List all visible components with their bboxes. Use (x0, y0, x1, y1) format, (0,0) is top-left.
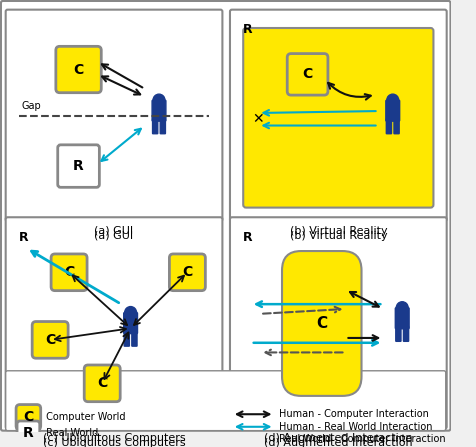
Text: (c) Ubiquitous Computers: (c) Ubiquitous Computers (43, 439, 185, 447)
FancyBboxPatch shape (395, 308, 408, 329)
Text: (b) Virtual Reality: (b) Virtual Reality (289, 231, 387, 241)
Circle shape (396, 302, 407, 314)
Text: Human - Computer Interaction: Human - Computer Interaction (278, 409, 428, 419)
Text: Human - Real World Interaction: Human - Real World Interaction (278, 422, 432, 432)
FancyBboxPatch shape (32, 321, 68, 358)
FancyBboxPatch shape (160, 119, 165, 134)
FancyBboxPatch shape (395, 326, 400, 342)
Text: C: C (302, 67, 312, 81)
FancyBboxPatch shape (1, 1, 449, 430)
Text: C: C (64, 265, 74, 279)
FancyBboxPatch shape (243, 28, 433, 207)
Text: ✕: ✕ (252, 112, 264, 126)
Text: (b) Virtual Reality: (b) Virtual Reality (289, 226, 387, 236)
Text: R: R (73, 159, 84, 173)
FancyBboxPatch shape (58, 145, 99, 187)
Text: C: C (73, 63, 83, 76)
Text: (d) Augmented Interaction: (d) Augmented Interaction (264, 439, 412, 447)
Text: C: C (97, 376, 107, 390)
FancyBboxPatch shape (287, 54, 327, 95)
FancyBboxPatch shape (152, 119, 158, 134)
FancyBboxPatch shape (16, 405, 40, 430)
FancyBboxPatch shape (152, 100, 166, 121)
FancyBboxPatch shape (403, 326, 408, 342)
FancyBboxPatch shape (56, 46, 101, 93)
Text: C: C (182, 265, 192, 279)
FancyBboxPatch shape (131, 331, 137, 346)
Text: C: C (23, 410, 33, 424)
Text: R: R (23, 426, 34, 439)
FancyBboxPatch shape (17, 421, 40, 444)
Text: C: C (316, 316, 327, 331)
Text: Real World - Computer Interaction: Real World - Computer Interaction (278, 434, 445, 444)
FancyBboxPatch shape (124, 331, 129, 346)
FancyBboxPatch shape (51, 254, 87, 291)
FancyBboxPatch shape (385, 100, 399, 121)
FancyBboxPatch shape (6, 371, 445, 430)
FancyBboxPatch shape (6, 10, 222, 221)
Text: C: C (45, 333, 55, 347)
FancyBboxPatch shape (393, 119, 398, 134)
FancyBboxPatch shape (84, 365, 120, 402)
FancyBboxPatch shape (123, 312, 137, 333)
Text: R: R (243, 23, 252, 36)
FancyBboxPatch shape (229, 217, 446, 429)
FancyBboxPatch shape (281, 251, 361, 396)
Text: R: R (19, 231, 29, 244)
Circle shape (386, 94, 398, 106)
FancyBboxPatch shape (6, 217, 222, 429)
FancyBboxPatch shape (229, 10, 446, 221)
Text: Gap: Gap (21, 101, 41, 111)
Text: (c) Ubiquitous Computers: (c) Ubiquitous Computers (43, 434, 185, 443)
Circle shape (153, 94, 165, 106)
Text: (a) GUI: (a) GUI (94, 231, 133, 241)
Text: (d) Augmented Interaction: (d) Augmented Interaction (264, 434, 412, 443)
Circle shape (124, 307, 136, 319)
Text: Real World: Real World (42, 428, 98, 438)
FancyBboxPatch shape (386, 119, 391, 134)
Text: Computer World: Computer World (42, 412, 125, 422)
Text: R: R (243, 231, 252, 244)
Text: (a) GUI: (a) GUI (94, 226, 133, 236)
FancyBboxPatch shape (169, 254, 205, 291)
